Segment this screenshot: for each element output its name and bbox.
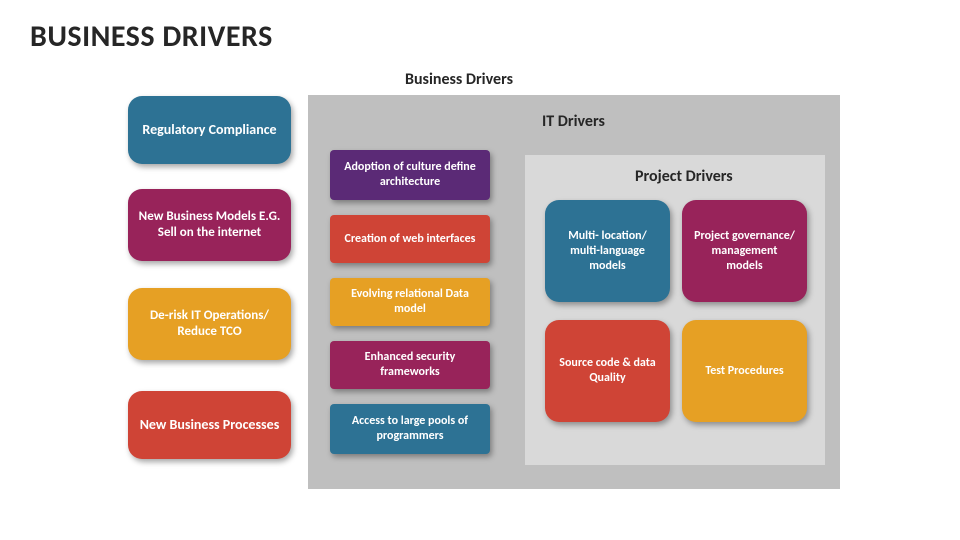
it-drivers-label: IT Drivers — [542, 112, 605, 131]
it-box-1: Creation of web interfaces — [330, 215, 490, 263]
business-box-1: New Business Models E.G. Sell on the int… — [128, 189, 291, 261]
it-box-3: Enhanced security frameworks — [330, 341, 490, 389]
it-box-0: Adoption of culture define architecture — [330, 150, 490, 200]
slide-title: BUSINESS DRIVERS — [30, 18, 273, 55]
project-box-3: Test Procedures — [682, 320, 807, 422]
it-box-2: Evolving relational Data model — [330, 278, 490, 326]
project-drivers-label: Project Drivers — [635, 167, 733, 186]
it-box-4: Access to large pools of programmers — [330, 404, 490, 454]
slide: BUSINESS DRIVERS Business Drivers IT Dri… — [0, 0, 960, 540]
project-box-2: Source code & data Quality — [545, 320, 670, 422]
project-box-1: Project governance/ management models — [682, 200, 807, 302]
business-box-3: New Business Processes — [128, 391, 291, 459]
project-box-0: Multi- location/ multi-language models — [545, 200, 670, 302]
business-drivers-label: Business Drivers — [405, 70, 513, 89]
business-box-2: De-risk IT Operations/ Reduce TCO — [128, 288, 291, 360]
business-box-0: Regulatory Compliance — [128, 96, 291, 164]
